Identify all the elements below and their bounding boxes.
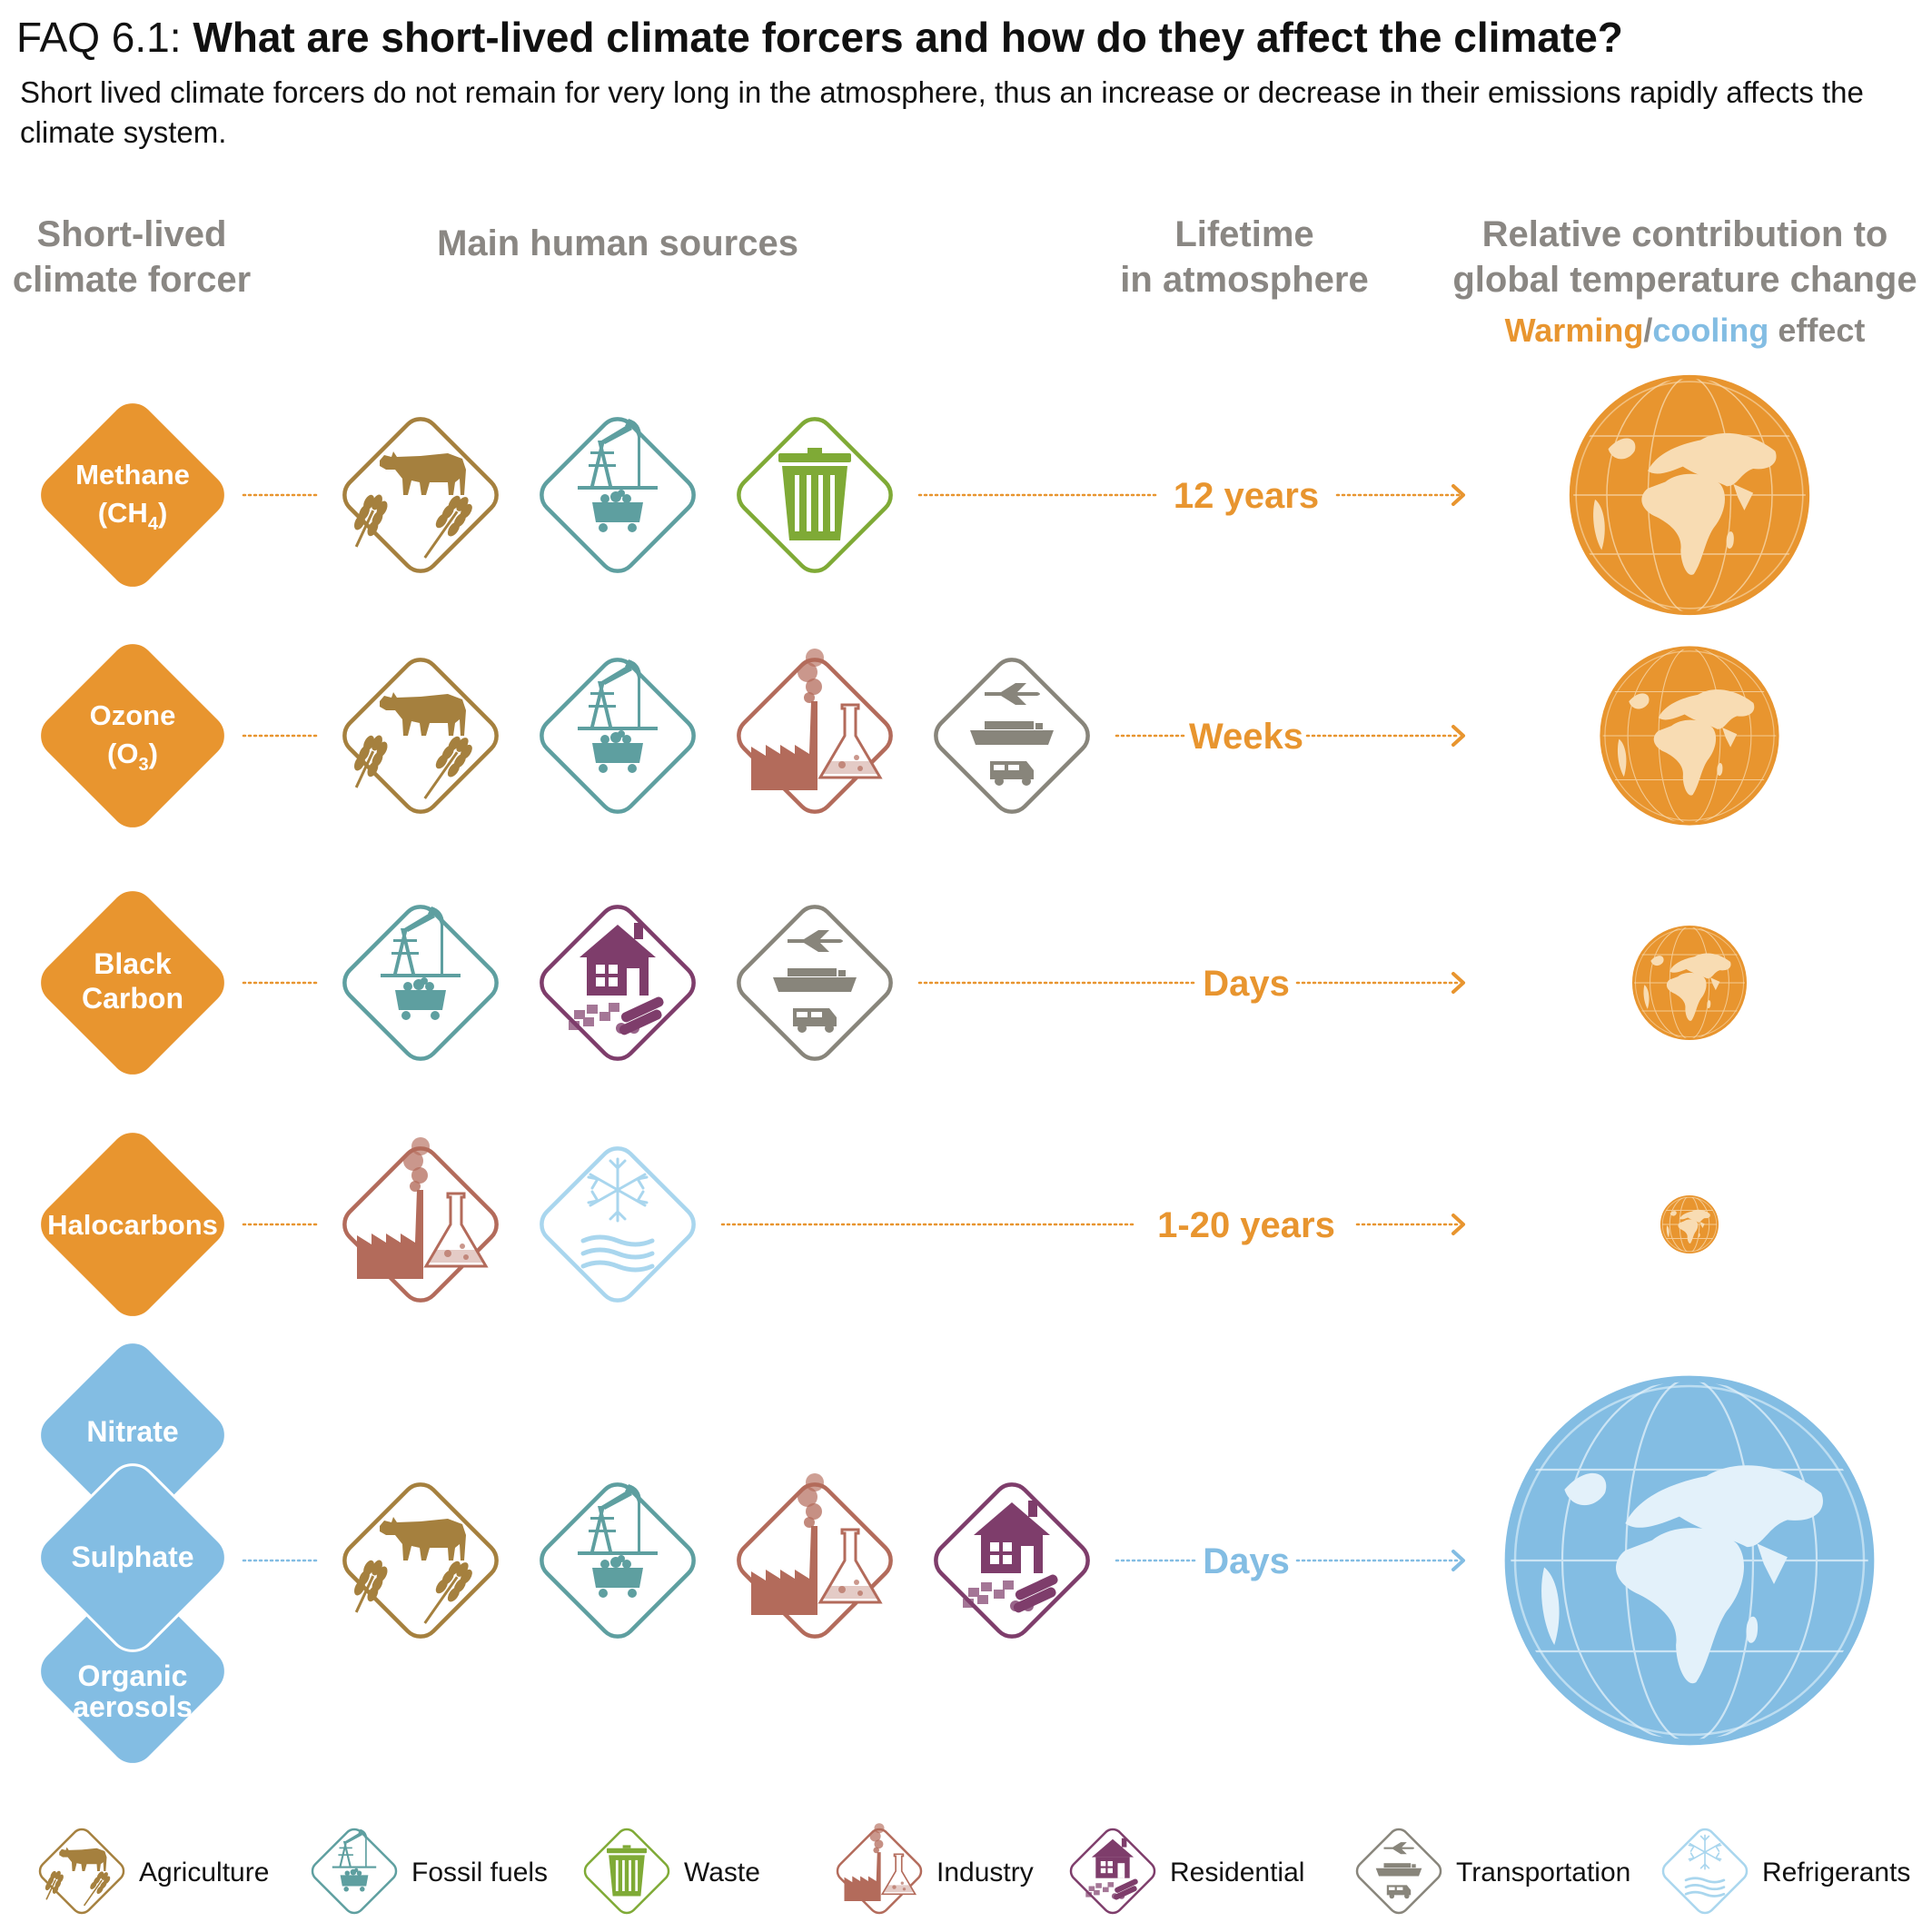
- column-header-contribution: Relative contribution to global temperat…: [1417, 212, 1932, 302]
- arrow-right-icon: [1451, 484, 1465, 506]
- source-industry-icon: [342, 1137, 499, 1303]
- source-refrigerants-icon: [540, 1146, 696, 1303]
- lifetime-label: Days: [1203, 964, 1290, 1004]
- forcer-diamond-4-b: [38, 1463, 227, 1652]
- source-transportation-icon: [737, 905, 893, 1061]
- globe-icon-1: [1600, 646, 1779, 826]
- legend-label: Transportation: [1456, 1858, 1630, 1887]
- column-header-lifetime-line2: in atmosphere: [1120, 260, 1369, 300]
- forcer-label-name: Halocarbons: [47, 1209, 218, 1241]
- legend-item-refrigerants: Refrigerants: [1661, 1828, 1910, 1915]
- title-prefix: FAQ 6.1:: [16, 14, 182, 61]
- source-industry-icon: [737, 1473, 893, 1639]
- forcer-diamond-3: [38, 1130, 227, 1319]
- legend-label: Refrigerants: [1762, 1858, 1910, 1887]
- forcer-label-name: Ozone: [90, 699, 176, 731]
- legend-item-waste: Waste: [583, 1828, 760, 1915]
- legend-item-residential: Residential: [1069, 1828, 1304, 1915]
- forcer-label-line2: Carbon: [82, 982, 183, 1015]
- source-fossil-icon: [540, 1482, 696, 1639]
- forcer-label-aerosols: aerosols: [73, 1690, 193, 1723]
- forcer-row: Methane (CH4) 12 years: [38, 374, 1810, 616]
- cow-wheat-icon: [38, 1828, 125, 1915]
- page-title: FAQ 6.1: What are short-lived climate fo…: [16, 13, 1623, 62]
- legend-item-agriculture: Agriculture: [38, 1828, 269, 1915]
- globe-icon-3: [1660, 1195, 1719, 1253]
- source-residential-icon: [540, 905, 696, 1061]
- trash-bin-icon: [583, 1828, 670, 1915]
- sources-legend: Agriculture Fossil fuels Waste Industry Resi…: [38, 1823, 1910, 1915]
- house-wood-icon: [1069, 1828, 1156, 1915]
- forcer-label-organic: Organic: [78, 1660, 188, 1692]
- legend-label: Fossil fuels: [411, 1858, 548, 1887]
- forcer-rows: Methane (CH4) 12 years Ozone (O3) Weeks BlackC…: [38, 374, 1875, 1766]
- forcer-row: Halocarbons 1-20 years: [38, 1130, 1719, 1319]
- lifetime-label: Days: [1203, 1541, 1290, 1581]
- globe-icon-4: [1504, 1375, 1875, 1746]
- source-agriculture-icon: [342, 417, 499, 573]
- effect-warming: Warming: [1504, 312, 1644, 349]
- forcer-label-line1: Black: [94, 947, 172, 980]
- lifetime-label: 1-20 years: [1157, 1205, 1335, 1245]
- page-subtitle: Short lived climate forcers do not remai…: [20, 75, 1864, 149]
- legend-label: Agriculture: [139, 1858, 269, 1887]
- forcer-diamond-2: [38, 888, 227, 1077]
- source-agriculture-icon: [342, 658, 499, 814]
- source-transportation-icon: [934, 658, 1090, 814]
- effect-slash: /: [1643, 312, 1653, 349]
- column-header-contribution-line1: Relative contribution to: [1481, 214, 1888, 254]
- arrow-right-icon: [1451, 1214, 1465, 1235]
- source-residential-icon: [934, 1482, 1090, 1639]
- legend-label: Waste: [684, 1858, 760, 1887]
- column-header-lifetime-line1: Lifetime: [1174, 214, 1314, 254]
- column-header-forcer-line1: Short-lived: [36, 214, 227, 254]
- lifetime-label: 12 years: [1174, 476, 1319, 516]
- effect-legend: Warming/cooling effect: [1417, 312, 1932, 350]
- globe-icon-0: [1569, 374, 1810, 616]
- legend-item-transportation: Transportation: [1355, 1828, 1630, 1915]
- globe-icon-2: [1631, 925, 1748, 1041]
- forcer-diamond-1: [38, 641, 227, 830]
- forcer-label-formula: (O3): [107, 738, 158, 775]
- forcer-label-name: Methane: [75, 459, 190, 490]
- source-fossil-icon: [540, 658, 696, 814]
- legend-label: Industry: [936, 1858, 1034, 1887]
- forcer-diamond-0: [38, 401, 227, 590]
- effect-cooling: cooling: [1652, 312, 1769, 349]
- source-fossil-icon: [540, 417, 696, 573]
- forcer-diamond-4-a: [38, 1341, 227, 1530]
- column-header-sources: Main human sources: [437, 223, 798, 263]
- title-main: What are short-lived climate forcers and…: [193, 14, 1623, 61]
- column-header-forcer: Short-lived climate forcer: [0, 212, 263, 302]
- plane-ship-van-icon: [1355, 1828, 1442, 1915]
- source-industry-icon: [737, 649, 893, 814]
- arrow-right-icon: [1451, 1550, 1465, 1571]
- column-header-forcer-line2: climate forcer: [12, 260, 252, 300]
- legend-label: Residential: [1170, 1858, 1304, 1887]
- source-agriculture-icon: [342, 1482, 499, 1639]
- legend-item-fossil: Fossil fuels: [311, 1828, 548, 1915]
- effect-suffix: effect: [1769, 312, 1866, 349]
- factory-flask-icon: [836, 1823, 923, 1915]
- snowflake-waves-icon: [1661, 1828, 1749, 1915]
- forcer-diamond-4-c: [38, 1577, 227, 1766]
- source-fossil-icon: [342, 905, 499, 1061]
- forcer-label-sulphate: Sulphate: [71, 1541, 193, 1573]
- source-waste-icon: [737, 417, 893, 573]
- legend-item-industry: Industry: [836, 1823, 1034, 1915]
- column-header-contribution-line2: global temperature change: [1452, 260, 1917, 300]
- oil-pump-coal-icon: [311, 1828, 398, 1915]
- lifetime-label: Weeks: [1189, 717, 1303, 757]
- arrow-right-icon: [1451, 725, 1465, 747]
- arrow-right-icon: [1451, 972, 1465, 994]
- forcer-label-nitrate: Nitrate: [86, 1415, 178, 1448]
- forcer-row: Ozone (O3) Weeks: [38, 641, 1779, 830]
- forcer-label-formula: (CH4): [98, 497, 168, 534]
- column-header-lifetime: Lifetime in atmosphere: [1090, 212, 1399, 302]
